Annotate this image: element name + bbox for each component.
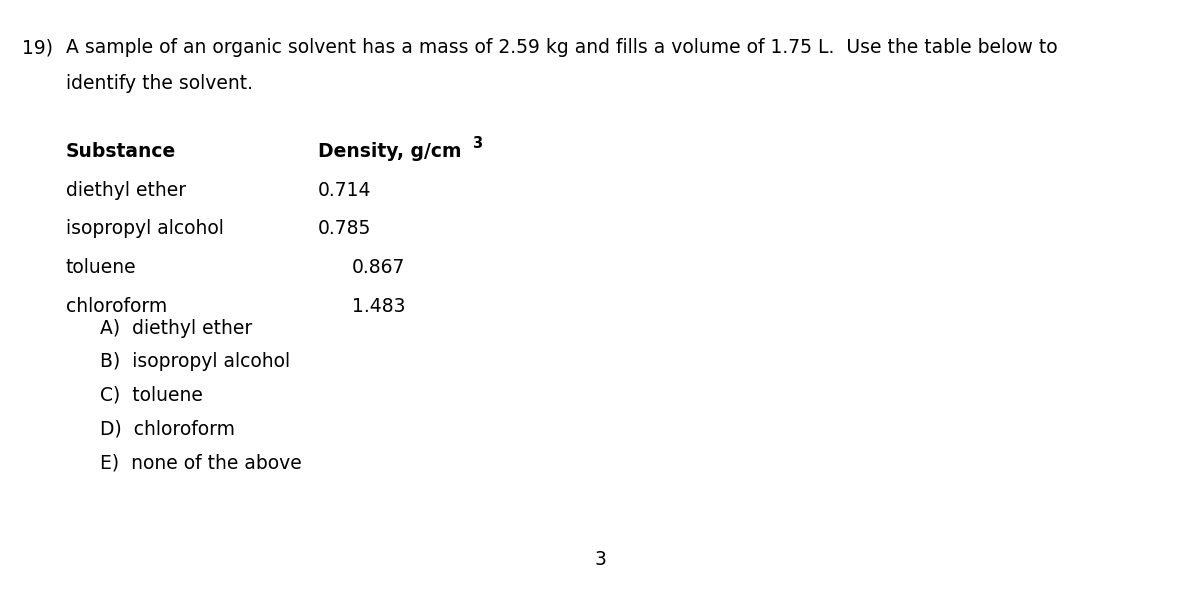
Text: Density, g/cm: Density, g/cm [318,142,462,160]
Text: B)  isopropyl alcohol: B) isopropyl alcohol [100,352,289,371]
Text: D)  chloroform: D) chloroform [100,419,235,438]
Text: 0.867: 0.867 [352,258,404,277]
Text: identify the solvent.: identify the solvent. [66,74,253,93]
Text: 0.785: 0.785 [318,219,371,238]
Text: 19): 19) [22,38,53,57]
Text: E)  none of the above: E) none of the above [100,453,301,472]
Text: 3: 3 [594,550,606,569]
Text: chloroform: chloroform [66,297,167,316]
Text: C)  toluene: C) toluene [100,386,203,405]
Text: diethyl ether: diethyl ether [66,181,186,199]
Text: toluene: toluene [66,258,137,277]
Text: Substance: Substance [66,142,176,160]
Text: 1.483: 1.483 [352,297,406,316]
Text: A)  diethyl ether: A) diethyl ether [100,319,252,337]
Text: A sample of an organic solvent has a mass of 2.59 kg and fills a volume of 1.75 : A sample of an organic solvent has a mas… [66,38,1057,57]
Text: isopropyl alcohol: isopropyl alcohol [66,219,224,238]
Text: 0.714: 0.714 [318,181,372,199]
Text: 3: 3 [472,136,481,151]
